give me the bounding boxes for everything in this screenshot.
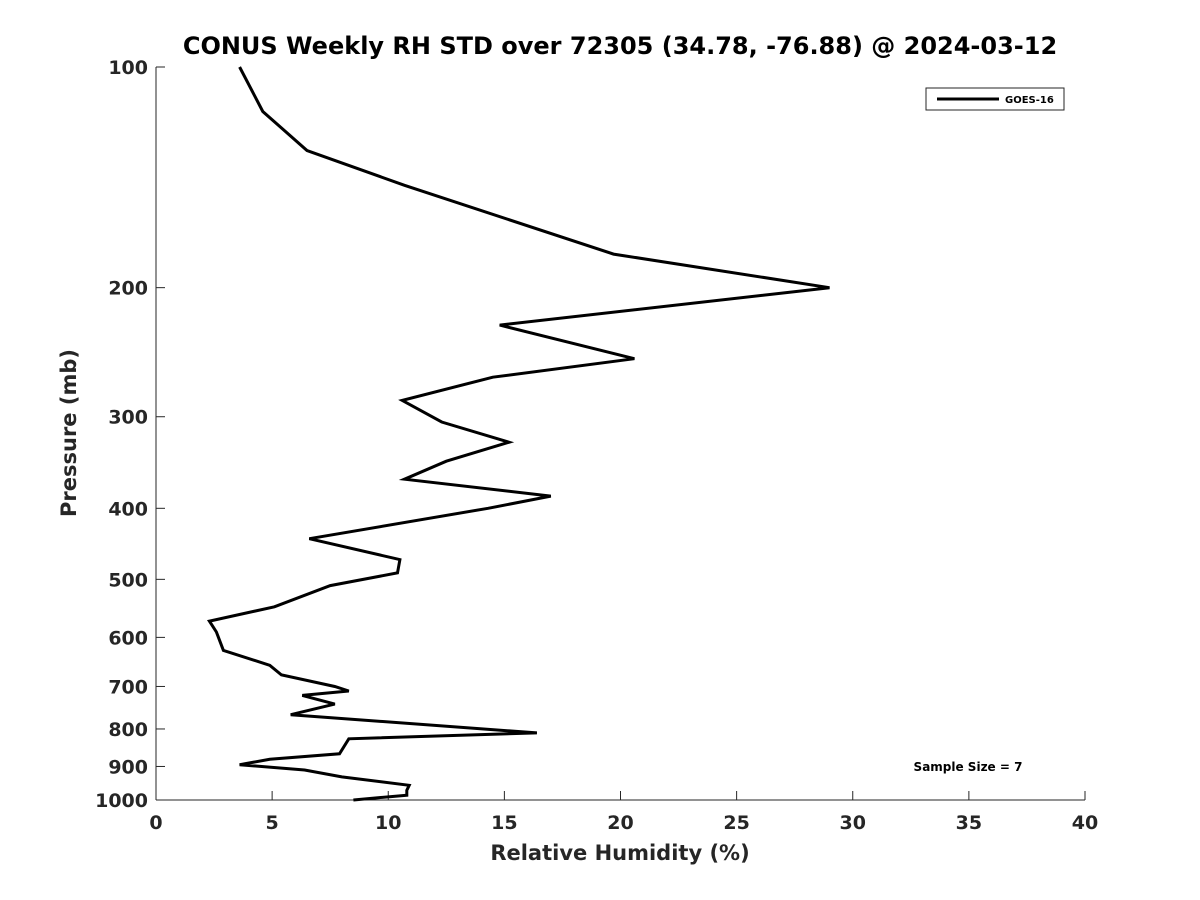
y-tick-label-1: 200 [108,278,148,300]
x-tick-label-3: 15 [491,812,517,834]
y-axis-label: Pressure (mb) [57,349,81,517]
y-tick-label-7: 800 [108,719,148,741]
x-tick-label-1: 5 [266,812,279,834]
plot-area: 0 5 10 15 20 25 30 35 40 100 200 300 400 500 600 700 80… [95,57,1098,834]
y-tick-label-2: 300 [108,407,148,429]
y-tick-label-8: 900 [108,756,148,778]
y-axis-ticks: 100 200 300 400 500 600 700 800 900 1000 [95,57,165,812]
x-tick-label-5: 25 [723,812,749,834]
x-tick-label-6: 30 [840,812,866,834]
y-tick-label-5: 600 [108,627,148,649]
x-axis-ticks: 0 5 10 15 20 25 30 35 40 [149,791,1098,834]
y-tick-label-0: 100 [108,57,148,79]
series-line-goes-16 [206,66,830,802]
x-tick-label-8: 40 [1072,812,1098,834]
x-tick-label-7: 35 [956,812,982,834]
legend: GOES-16 [925,87,1065,111]
x-axis-label: Relative Humidity (%) [490,841,749,865]
legend-entry-goes-16: GOES-16 [1005,95,1054,106]
x-tick-label-2: 10 [375,812,401,834]
y-tick-label-9: 1000 [95,790,148,812]
sample-size-annotation: Sample Size = 7 [914,760,1023,774]
series-layer [206,66,830,802]
x-tick-label-0: 0 [149,812,162,834]
x-tick-label-4: 20 [607,812,633,834]
y-tick-label-4: 500 [108,569,148,591]
chart-title: CONUS Weekly RH STD over 72305 (34.78, -… [183,32,1057,60]
y-tick-label-6: 700 [108,676,148,698]
y-tick-label-3: 400 [108,498,148,520]
